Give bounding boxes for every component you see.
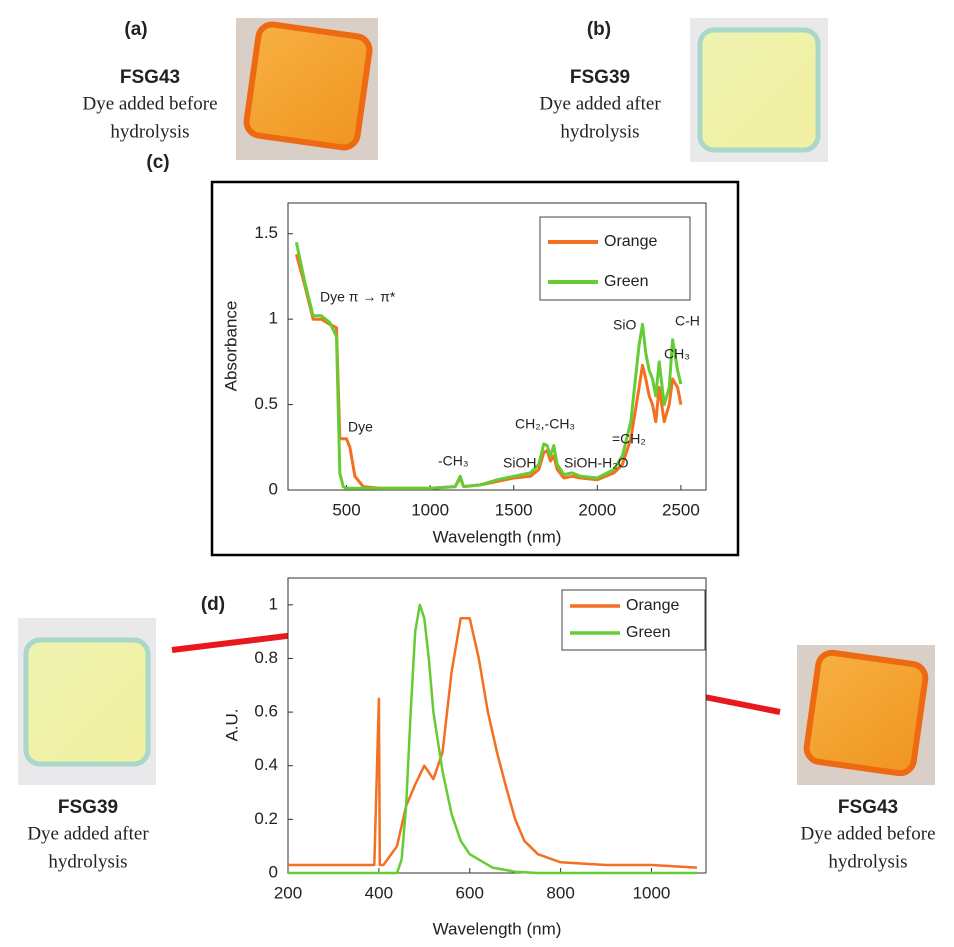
y-tick-label: 0.4 [254,755,278,774]
y-tick-label: 0 [269,862,278,881]
legend-label: Orange [626,597,679,614]
y-tick-label: 0.5 [254,394,278,413]
annotation: C-H [675,313,700,329]
legend-label: Green [604,273,648,290]
annotation: =CH₂ [612,431,646,447]
sample-desc: hydrolysis [110,121,189,142]
annotation: Dye π → π* [320,289,396,305]
sample-name: FSG39 [58,797,118,818]
legend-label: Orange [604,233,657,250]
x-tick-label: 600 [456,883,484,902]
y-tick-label: 0 [269,479,278,498]
annotation: SiOH [503,455,536,471]
x-tick-label: 400 [365,883,393,902]
photo-yellow [26,640,148,764]
sample-desc: Dye added before [82,93,217,114]
sample-desc: Dye added after [27,823,149,844]
annotation: SiOH-H₂O [564,455,629,471]
annotation: CH₂,-CH₃ [515,416,575,432]
figure: (a) FSG43 Dye added before hydrolysis (b) FSG… [0,0,954,942]
y-tick-label: 1 [269,594,278,613]
panel-label: (d) [201,594,225,615]
y-tick-label: 1.5 [254,223,278,242]
y-tick-label: 0.2 [254,809,278,828]
photo-orange [245,23,371,149]
annotation: Dye [348,419,373,435]
y-tick-label: 0.8 [254,648,278,667]
y-axis-label: A.U. [222,708,241,741]
x-tick-label: 1500 [495,500,533,519]
panel-label: (a) [124,19,147,40]
x-tick-label: 1000 [633,883,671,902]
y-tick-label: 1 [269,309,278,328]
y-axis-label: Absorbance [221,301,240,392]
panel-label: (b) [587,19,611,40]
sample-name: FSG43 [838,797,898,818]
x-tick-label: 200 [274,883,302,902]
sample-desc: hydrolysis [48,851,127,872]
sample-desc: hydrolysis [560,121,639,142]
photo-yellow [700,30,818,150]
sample-name: FSG39 [570,67,630,88]
photo-orange [805,651,927,775]
x-tick-label: 500 [332,500,360,519]
x-tick-label: 2000 [578,500,616,519]
x-axis-label: Wavelength (nm) [433,919,562,938]
legend-label: Green [626,624,670,641]
sample-desc: hydrolysis [828,851,907,872]
y-tick-label: 0.6 [254,702,278,721]
sample-desc: Dye added after [539,93,661,114]
panel-label: (c) [146,152,169,173]
annotation: -CH₃ [438,453,469,469]
x-tick-label: 800 [546,883,574,902]
sample-name: FSG43 [120,67,180,88]
annotation: CH₃ [664,346,690,362]
x-tick-label: 1000 [411,500,449,519]
x-tick-label: 2500 [662,500,700,519]
x-axis-label: Wavelength (nm) [433,527,562,546]
annotation: SiO [613,317,636,333]
sample-desc: Dye added before [800,823,935,844]
